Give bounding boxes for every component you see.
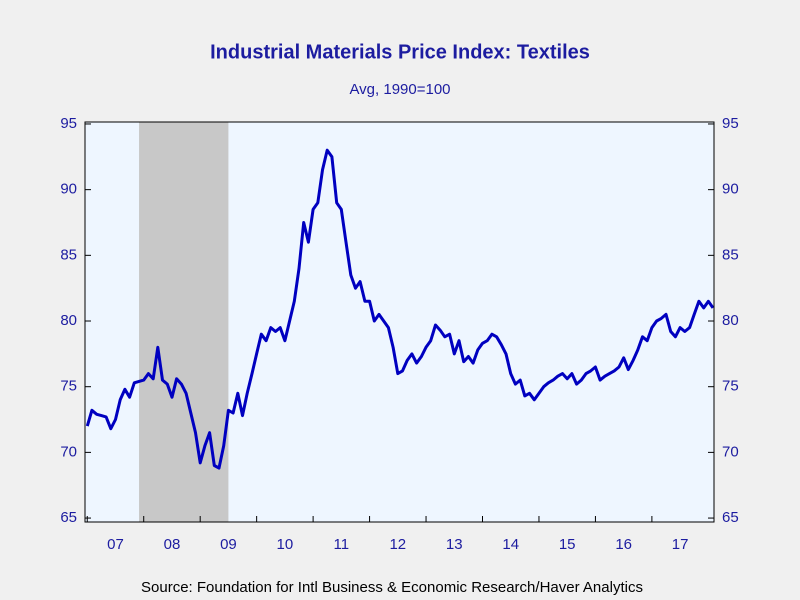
plot-frame <box>84 121 715 523</box>
y-tick-label: 80 <box>60 312 77 329</box>
y-tick-label: 90 <box>60 181 77 198</box>
y-tick-label: 95 <box>60 115 77 132</box>
source-note: Source: Foundation for Intl Business & E… <box>141 579 643 596</box>
y2-tick-label: 95 <box>722 115 739 132</box>
y2-tick-label: 90 <box>722 181 739 198</box>
y2-tick-label: 80 <box>722 312 739 329</box>
y2-tick-label: 75 <box>722 378 739 395</box>
x-tick-label: 11 <box>334 536 350 553</box>
x-tick-label: 12 <box>389 536 406 553</box>
y-tick-label: 70 <box>60 443 77 460</box>
y-tick-label: 65 <box>60 509 77 526</box>
chart-subtitle: Avg, 1990=100 <box>349 81 450 98</box>
x-tick-label: 16 <box>615 536 632 553</box>
y2-tick-label: 85 <box>722 246 739 263</box>
data-line <box>85 148 715 470</box>
x-tick-label: 14 <box>502 536 519 553</box>
y2-tick-label: 65 <box>722 509 739 526</box>
y-tick-label: 75 <box>60 378 77 395</box>
chart-title: Industrial Materials Price Index: Textil… <box>210 41 590 63</box>
y2-tick-label: 70 <box>722 443 739 460</box>
x-tick-label: 17 <box>672 536 689 553</box>
x-tick-label: 10 <box>277 536 294 553</box>
x-tick-label: 09 <box>220 536 237 553</box>
x-tick-label: 07 <box>107 536 124 553</box>
x-tick-label: 08 <box>164 536 181 553</box>
x-tick-label: 13 <box>446 536 463 553</box>
x-tick-label: 15 <box>559 536 576 553</box>
y-tick-label: 85 <box>60 246 77 263</box>
